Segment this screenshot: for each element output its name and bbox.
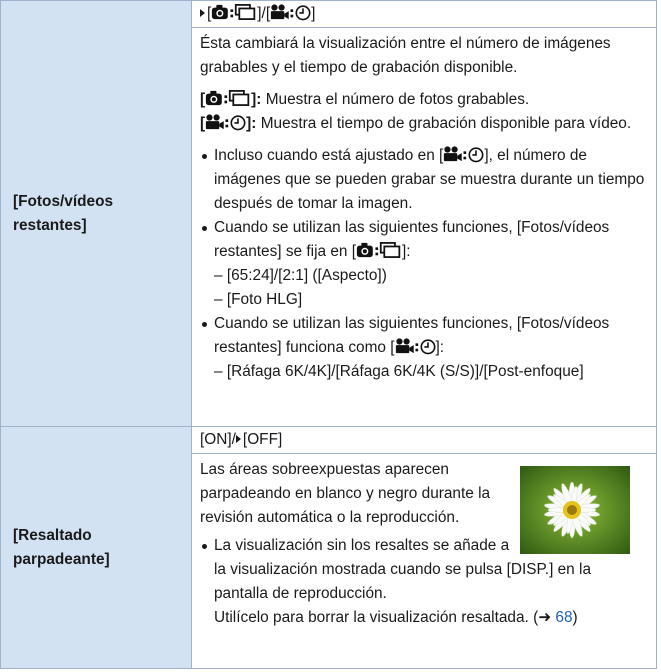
note: Incluso cuando está ajustado en [], el n… xyxy=(200,144,648,216)
page-link[interactable]: 68 xyxy=(555,609,573,626)
row: Las áreas sobreexpuestas aparecen parpad… xyxy=(1,453,657,669)
text: ]: xyxy=(246,115,257,132)
setting-values: [ ]/[] xyxy=(191,0,657,28)
photo-icon xyxy=(356,241,402,259)
row-label: [Fotos/vídeos restantes] xyxy=(0,0,192,427)
text: [ON]/ xyxy=(200,431,236,448)
description: Ésta cambiará la visualización entre el … xyxy=(200,35,611,76)
movie-icon xyxy=(395,337,436,355)
option: []: Muestra el número de fotos grabables… xyxy=(200,88,648,112)
row-content: Las áreas sobreexpuestas aparecen parpad… xyxy=(191,453,657,669)
row-content: Ésta cambiará la visualización entre el … xyxy=(191,27,657,427)
row-label: [Resaltado parpadeante] xyxy=(0,426,192,669)
notes: La visualización sin los resaltes se aña… xyxy=(200,534,648,630)
row: Ésta cambiará la visualización entre el … xyxy=(1,27,657,427)
text: [ xyxy=(207,5,212,22)
text: Utilícelo para borrar la visualización r… xyxy=(214,609,552,626)
text: [ xyxy=(200,115,206,132)
text: Muestra el número de fotos grabables. xyxy=(265,91,530,108)
text: [ xyxy=(200,91,206,108)
text: ] xyxy=(311,5,316,22)
sub-item: – [Foto HLG] xyxy=(214,291,303,308)
text: Cuando se utilizan las siguientes funcio… xyxy=(214,315,610,356)
text: ) xyxy=(572,609,578,626)
note: La visualización sin los resaltes se aña… xyxy=(200,534,648,630)
row: [Fotos/vídeos restantes] [ ]/[] xyxy=(0,0,657,427)
movie-icon xyxy=(270,3,311,21)
note: Cuando se utilizan las siguientes funcio… xyxy=(200,312,648,384)
text: ], el número de imágenes que se pueden g… xyxy=(214,147,645,212)
text: Muestra el tiempo de grabación disponibl… xyxy=(260,115,632,132)
text: ]: xyxy=(435,339,445,356)
photo-icon xyxy=(211,3,257,21)
movie-icon xyxy=(205,113,246,131)
notes: Incluso cuando está ajustado en [], el n… xyxy=(200,144,648,384)
text: ]/[ xyxy=(257,5,271,22)
photo-icon xyxy=(205,89,251,107)
text: ]: xyxy=(251,91,262,108)
text: La visualización sin los resaltes se aña… xyxy=(214,537,592,602)
description: Las áreas sobreexpuestas aparecen parpad… xyxy=(200,461,491,526)
row: [Resaltado parpadeante] [ON]/ [OFF] xyxy=(0,426,657,669)
sub-item: – [Ráfaga 6K/4K]/[Ráfaga 6K/4K (S/S)]/[P… xyxy=(214,363,584,380)
note: Cuando se utilizan las siguientes funcio… xyxy=(200,216,648,312)
sub-item: – [65:24]/[2:1] ([Aspecto]) xyxy=(214,267,387,284)
flower-photo xyxy=(520,466,630,554)
option: []: Muestra el tiempo de grabación dispo… xyxy=(200,112,648,136)
setting-values: [ON]/ [OFF] xyxy=(191,426,657,454)
text: Cuando se utilizan las siguientes funcio… xyxy=(214,219,610,260)
movie-icon xyxy=(443,145,484,163)
text: [OFF] xyxy=(242,431,283,448)
text: ]: xyxy=(402,243,411,260)
text: Incluso cuando está ajustado en [ xyxy=(214,147,444,164)
